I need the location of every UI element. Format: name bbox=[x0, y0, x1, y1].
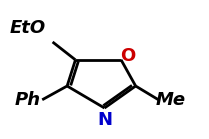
Text: EtO: EtO bbox=[10, 19, 46, 37]
Text: O: O bbox=[120, 47, 135, 65]
Text: Me: Me bbox=[156, 91, 186, 109]
Text: Ph: Ph bbox=[15, 91, 41, 109]
Text: N: N bbox=[97, 111, 112, 129]
